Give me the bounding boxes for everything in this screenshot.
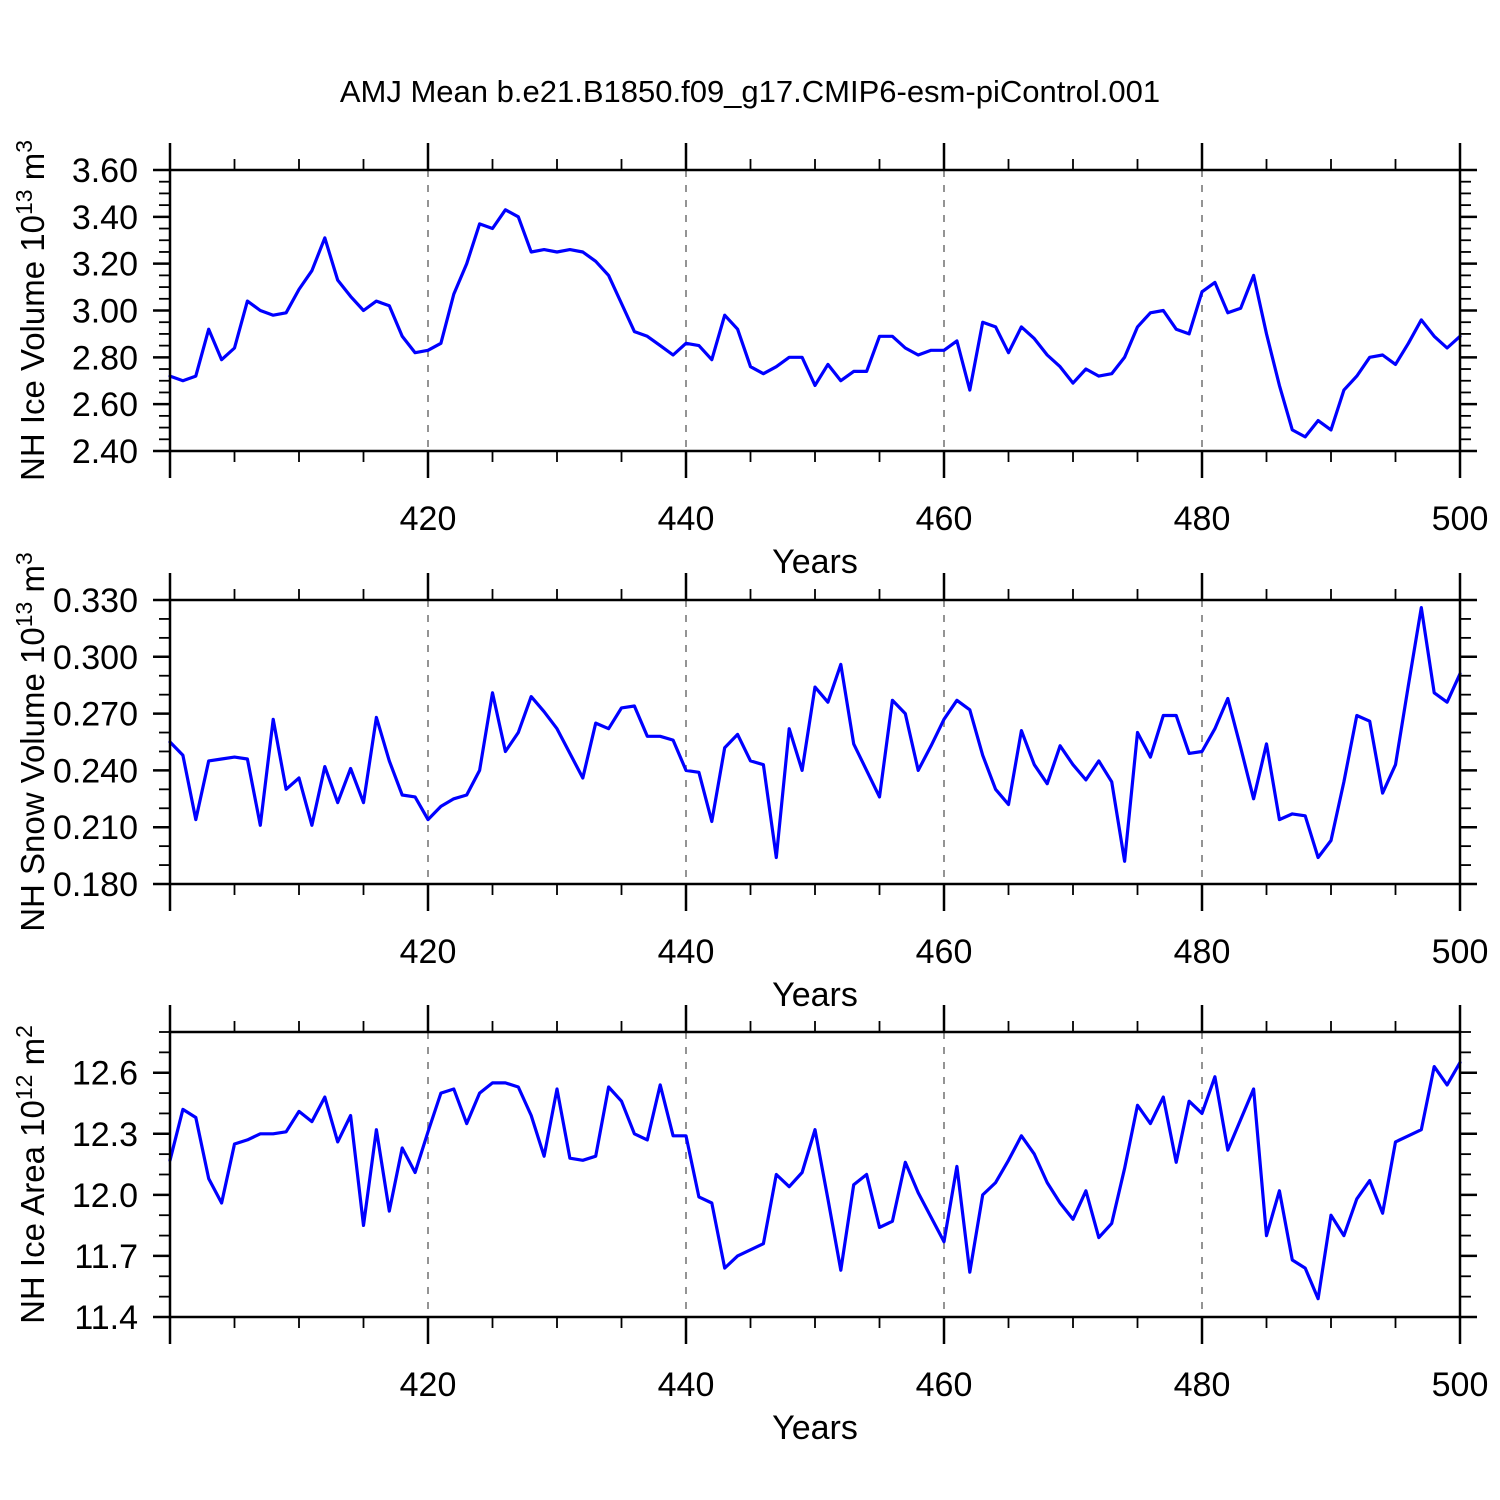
- svg-text:500: 500: [1432, 933, 1489, 971]
- gridlines: [427, 600, 1203, 884]
- y-tick-labels: 0.180 0.210 0.240 0.270 0.300 0.330: [53, 582, 138, 904]
- svg-text:3.60: 3.60: [72, 152, 138, 190]
- ticks: [153, 143, 1477, 478]
- svg-text:0.240: 0.240: [53, 752, 138, 790]
- plot-frame: [168, 1030, 1462, 1319]
- svg-text:0.210: 0.210: [53, 809, 138, 847]
- svg-text:2.60: 2.60: [72, 386, 138, 424]
- svg-text:480: 480: [1174, 500, 1231, 538]
- series-line-nh-ice-area: [168, 1060, 1462, 1301]
- svg-text:0.300: 0.300: [53, 639, 138, 677]
- svg-text:440: 440: [658, 1366, 715, 1404]
- panel-nh-ice-area: 420 440 460 480 500 11.4 11.7 12.0 12.3 12.6 Years…: [11, 1005, 1488, 1447]
- plot-frame: [168, 598, 1462, 886]
- svg-text:0.270: 0.270: [53, 696, 138, 734]
- svg-text:3.40: 3.40: [72, 199, 138, 237]
- svg-text:2.40: 2.40: [72, 433, 138, 471]
- y-tick-labels: 11.4 11.7 12.0 12.3 12.6: [72, 1055, 138, 1337]
- svg-text:480: 480: [1174, 1366, 1231, 1404]
- chart-title: AMJ Mean b.e21.B1850.f09_g17.CMIP6-esm-p…: [339, 74, 1161, 109]
- svg-text:460: 460: [916, 933, 973, 971]
- svg-text:420: 420: [400, 500, 457, 538]
- svg-text:440: 440: [658, 500, 715, 538]
- x-axis-title: Years: [772, 543, 858, 581]
- y-axis-title: NH Ice Volume 1013 m3: [11, 140, 51, 481]
- svg-text:460: 460: [916, 500, 973, 538]
- svg-text:3.20: 3.20: [72, 246, 138, 284]
- ticks: [153, 573, 1477, 911]
- svg-text:11.7: 11.7: [74, 1238, 138, 1276]
- svg-text:420: 420: [400, 933, 457, 971]
- gridlines: [427, 1032, 1203, 1317]
- svg-text:2.80: 2.80: [72, 339, 138, 377]
- x-tick-labels: 420 440 460 480 500: [400, 1366, 1489, 1404]
- svg-text:0.330: 0.330: [53, 582, 138, 620]
- panel-nh-snow-volume: 420 440 460 480 500 0.180 0.210 0.240 0.270 0.300…: [11, 552, 1488, 1014]
- svg-text:12.6: 12.6: [72, 1055, 138, 1093]
- svg-text:480: 480: [1174, 933, 1231, 971]
- x-axis-title: Years: [772, 976, 858, 1014]
- svg-text:440: 440: [658, 933, 715, 971]
- svg-text:0.180: 0.180: [53, 866, 138, 904]
- series-line-nh-snow-volume: [168, 605, 1462, 863]
- x-axis-title: Years: [772, 1409, 858, 1447]
- y-axis-title: NH Snow Volume 1013 m3: [11, 552, 51, 932]
- svg-text:460: 460: [916, 1366, 973, 1404]
- gridlines: [427, 170, 1203, 451]
- y-axis-title: NH Ice Area 1012 m2: [11, 1025, 51, 1324]
- svg-text:420: 420: [400, 1366, 457, 1404]
- svg-text:500: 500: [1432, 1366, 1489, 1404]
- svg-text:11.4: 11.4: [74, 1299, 138, 1337]
- x-tick-labels: 420 440 460 480 500: [400, 933, 1489, 971]
- panel-nh-ice-volume: 420 440 460 480 500 2.40 2.60 2.80 3.00 3.20 3.40 3…: [11, 140, 1488, 581]
- svg-text:3.00: 3.00: [72, 293, 138, 331]
- svg-text:12.3: 12.3: [72, 1116, 138, 1154]
- svg-text:500: 500: [1432, 500, 1489, 538]
- ticks: [153, 1005, 1477, 1344]
- y-tick-labels: 2.40 2.60 2.80 3.00 3.20 3.40 3.60: [72, 152, 138, 471]
- x-tick-labels: 420 440 460 480 500: [400, 500, 1489, 538]
- svg-text:12.0: 12.0: [72, 1177, 138, 1215]
- series-line-nh-ice-volume: [168, 208, 1462, 439]
